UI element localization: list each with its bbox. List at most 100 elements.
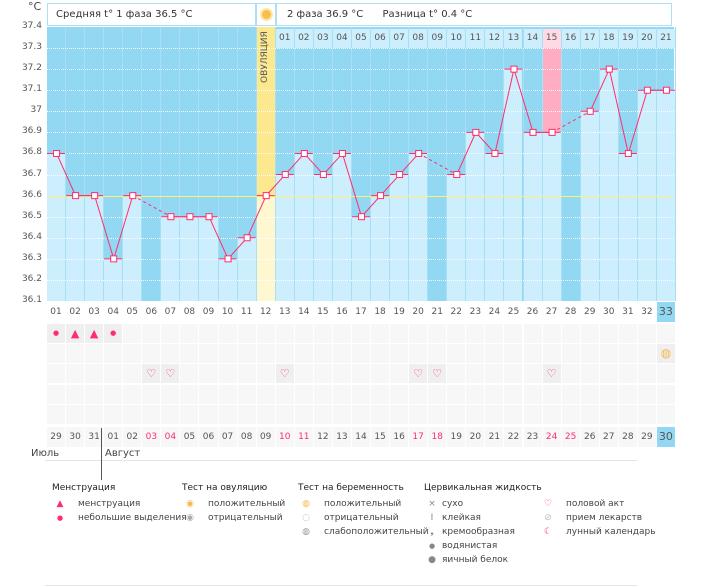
- mark-cell[interactable]: [561, 385, 580, 404]
- mark-cell[interactable]: [256, 344, 275, 363]
- mark-cell[interactable]: [180, 405, 199, 424]
- mark-cell[interactable]: [390, 344, 409, 363]
- calendar-date[interactable]: 04: [161, 427, 180, 447]
- mark-cell[interactable]: [85, 405, 104, 424]
- temperature-bar[interactable]: [294, 153, 313, 301]
- calendar-date[interactable]: 29: [47, 427, 66, 447]
- mark-cell[interactable]: [218, 364, 237, 383]
- mark-cell[interactable]: ▲: [66, 324, 85, 343]
- temperature-bar[interactable]: [523, 132, 542, 301]
- mark-cell[interactable]: [351, 364, 370, 383]
- mark-cell[interactable]: [466, 405, 485, 424]
- mark-cell[interactable]: [599, 405, 618, 424]
- mark-cell[interactable]: [371, 405, 390, 424]
- mark-cell[interactable]: [485, 344, 504, 363]
- mark-cell[interactable]: [104, 405, 123, 424]
- mark-cell[interactable]: [161, 405, 180, 424]
- mark-cell[interactable]: [47, 405, 66, 424]
- temperature-point[interactable]: [472, 128, 480, 136]
- mark-cell[interactable]: [656, 385, 675, 404]
- mark-cell[interactable]: [561, 324, 580, 343]
- temperature-point[interactable]: [643, 86, 651, 94]
- mark-cell[interactable]: [123, 364, 142, 383]
- mark-cell[interactable]: [542, 385, 561, 404]
- mark-cell[interactable]: ▲: [85, 324, 104, 343]
- temperature-bar[interactable]: [656, 90, 675, 301]
- temperature-bar[interactable]: [599, 69, 618, 301]
- mark-cell[interactable]: [47, 344, 66, 363]
- mark-cell[interactable]: [104, 364, 123, 383]
- mark-cell[interactable]: [599, 364, 618, 383]
- temperature-point[interactable]: [110, 255, 118, 263]
- mark-cell[interactable]: [580, 324, 599, 343]
- mark-cell[interactable]: [199, 405, 218, 424]
- calendar-date[interactable]: 15: [371, 427, 390, 447]
- mark-cell[interactable]: [351, 405, 370, 424]
- mark-cell[interactable]: [142, 385, 161, 404]
- mark-cell[interactable]: [390, 364, 409, 383]
- calendar-date[interactable]: 23: [523, 427, 542, 447]
- mark-cell[interactable]: [428, 385, 447, 404]
- calendar-date[interactable]: 09: [256, 427, 275, 447]
- mark-cell[interactable]: [237, 385, 256, 404]
- calendar-date[interactable]: 30: [656, 427, 675, 447]
- calendar-date[interactable]: 20: [466, 427, 485, 447]
- mark-cell[interactable]: [47, 364, 66, 383]
- mark-cell[interactable]: [294, 405, 313, 424]
- mark-cell[interactable]: [485, 385, 504, 404]
- calendar-date[interactable]: 01: [104, 427, 123, 447]
- temperature-bar[interactable]: [180, 216, 199, 301]
- calendar-date[interactable]: 17: [409, 427, 428, 447]
- calendar-date[interactable]: 29: [637, 427, 656, 447]
- mark-cell[interactable]: [275, 405, 294, 424]
- calendar-date[interactable]: 22: [504, 427, 523, 447]
- temperature-point[interactable]: [510, 65, 518, 73]
- mark-cell[interactable]: [447, 385, 466, 404]
- temperature-point[interactable]: [605, 65, 613, 73]
- mark-cell[interactable]: [180, 364, 199, 383]
- mark-cell[interactable]: [123, 344, 142, 363]
- mark-cell[interactable]: [199, 364, 218, 383]
- mark-cell[interactable]: [142, 405, 161, 424]
- calendar-date[interactable]: 12: [313, 427, 332, 447]
- temperature-point[interactable]: [129, 192, 137, 200]
- temperature-bar[interactable]: [85, 195, 104, 301]
- mark-cell[interactable]: [599, 324, 618, 343]
- calendar-date[interactable]: 25: [561, 427, 580, 447]
- calendar-date[interactable]: 14: [351, 427, 370, 447]
- mark-cell[interactable]: [199, 344, 218, 363]
- calendar-date[interactable]: 16: [390, 427, 409, 447]
- mark-cell[interactable]: [523, 405, 542, 424]
- temperature-point[interactable]: [300, 149, 308, 157]
- mark-cell[interactable]: ♡: [409, 364, 428, 383]
- calendar-date[interactable]: 07: [218, 427, 237, 447]
- mark-cell[interactable]: ♡: [161, 364, 180, 383]
- mark-cell[interactable]: [218, 344, 237, 363]
- temperature-point[interactable]: [243, 234, 251, 242]
- mark-cell[interactable]: [542, 324, 561, 343]
- mark-cell[interactable]: [637, 385, 656, 404]
- mark-cell[interactable]: [504, 344, 523, 363]
- temperature-point[interactable]: [53, 149, 61, 157]
- mark-cell[interactable]: [428, 405, 447, 424]
- mark-cell[interactable]: [409, 324, 428, 343]
- mark-cell[interactable]: [561, 344, 580, 363]
- temperature-bar[interactable]: [104, 258, 123, 301]
- temperature-point[interactable]: [205, 213, 213, 221]
- mark-cell[interactable]: [371, 324, 390, 343]
- calendar-date[interactable]: 28: [618, 427, 637, 447]
- calendar-date[interactable]: 03: [142, 427, 161, 447]
- mark-cell[interactable]: [161, 344, 180, 363]
- mark-cell[interactable]: [66, 344, 85, 363]
- temperature-point[interactable]: [586, 107, 594, 115]
- mark-cell[interactable]: [447, 364, 466, 383]
- mark-cell[interactable]: [466, 324, 485, 343]
- mark-cell[interactable]: [466, 364, 485, 383]
- mark-cell[interactable]: [542, 344, 561, 363]
- temperature-bar[interactable]: [447, 174, 466, 301]
- temperature-bar[interactable]: [66, 195, 85, 301]
- temperature-bar[interactable]: [580, 111, 599, 301]
- mark-cell[interactable]: [409, 405, 428, 424]
- mark-cell[interactable]: ♡: [275, 364, 294, 383]
- mark-cell[interactable]: [85, 385, 104, 404]
